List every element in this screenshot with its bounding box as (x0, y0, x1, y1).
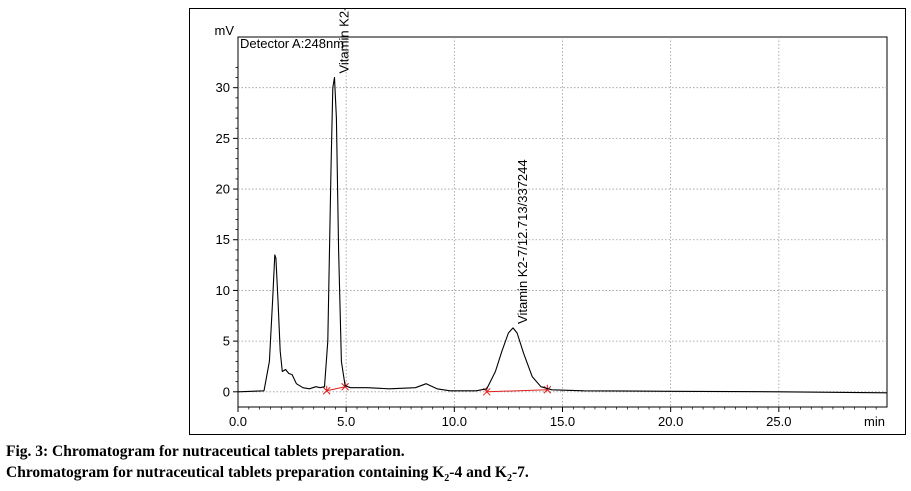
chromatogram-trace (237, 76, 888, 394)
caption-text-part-1: Chromatogram for nutraceutical tablets p… (6, 464, 445, 481)
caption-text-part-3: -7. (512, 464, 529, 481)
peak-baseline (486, 389, 548, 393)
x-axis-label: min (864, 414, 885, 429)
caption-subscript-1: 2 (444, 473, 450, 485)
x-tick-label: 5.0 (337, 414, 355, 429)
chromatogram-chart: 0 5 10 15 20 25 30 0.0 5.0 10.0 15.0 20.0 25.0 mV min D… (215, 9, 888, 429)
x-tick-label: 20.0 (658, 414, 683, 429)
x-tick-label: 10.0 (442, 414, 467, 429)
peak-boundary-marker (322, 385, 331, 395)
peak-label: Vitamin K2-4/4.461/445098 (336, 9, 351, 74)
x-tick-label: 0.0 (229, 414, 247, 429)
figure-caption-title: Fig. 3: Chromatogram for nutraceutical t… (6, 443, 405, 460)
x-tick-label: 15.0 (550, 414, 575, 429)
y-tick-label: 15 (216, 232, 230, 247)
detector-label: Detector A:248nm (240, 36, 344, 51)
x-tick-label: 25.0 (766, 414, 791, 429)
peak-label: Vitamin K2-7/12.713/337244 (515, 159, 530, 324)
peak-baseline (326, 386, 346, 392)
y-tick-label: 20 (216, 182, 230, 197)
y-tick-label: 0 (223, 384, 230, 399)
chart-frame: 0 5 10 15 20 25 30 0.0 5.0 10.0 15.0 20.0 25.0 mV min D… (189, 8, 906, 435)
y-tick-label: 10 (216, 283, 230, 298)
y-tick-label: 30 (216, 80, 230, 95)
caption-subscript-2: 2 (507, 473, 512, 485)
caption-text-part-2: -4 and K (449, 464, 507, 481)
figure-caption-description: Chromatogram for nutraceutical tablets p… (6, 464, 529, 484)
y-tick-label: 25 (216, 131, 230, 146)
y-axis-label: mV (215, 23, 235, 38)
y-tick-label: 5 (223, 334, 230, 349)
